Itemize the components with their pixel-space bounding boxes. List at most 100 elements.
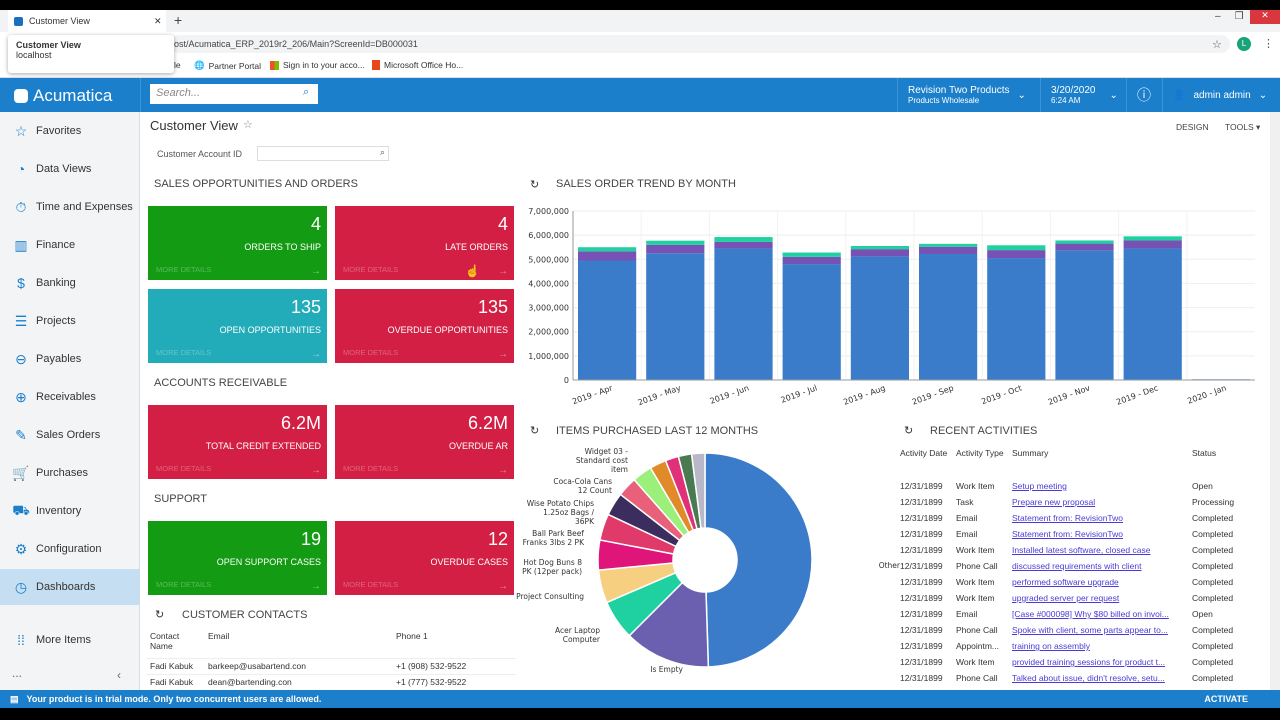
refresh-contacts-icon[interactable]: ↻ [155,609,165,621]
sidebar-item-projects[interactable]: ☰ Projects [0,303,140,339]
bookmark-office[interactable]: Microsoft Office Ho... [372,60,463,70]
customer-account-label: Customer Account ID [157,149,243,159]
activity-summary-link[interactable]: Talked about issue, didn't resolve, setu… [1012,673,1165,683]
activate-button[interactable]: ACTIVATE [1204,694,1248,704]
more-details-link[interactable]: MORE DETAILS [156,580,212,589]
table-row[interactable]: 12/31/1899 Email Statement from: RevisionT… [900,513,1234,523]
activity-summary-link[interactable]: [Case #000098] Why $80 billed on invoi..… [1012,609,1169,619]
more-details-link[interactable]: MORE DETAILS [343,464,399,473]
user-menu[interactable]: 👤 admin admin ⌄ [1162,78,1280,112]
kpi-tile-open-opportunities[interactable]: 135 OPEN OPPORTUNITIES MORE DETAILS → [148,289,327,363]
design-button[interactable]: DESIGN [1176,122,1209,132]
restore-icon[interactable]: ❐ [1234,11,1244,22]
more-details-link[interactable]: MORE DETAILS [343,580,399,589]
table-row[interactable]: 12/31/1899 Work Item performed software up… [900,577,1234,587]
table-row[interactable]: 12/31/1899 Work Item Setup meeting Open [900,481,1213,491]
activity-summary-link[interactable]: performed software upgrade [1012,577,1119,587]
table-row[interactable]: Fadi Kabuk dean@bartending.con +1 (777) 53… [146,674,516,690]
activity-summary-link[interactable]: Setup meeting [1012,481,1067,491]
arrow-right-icon: → [498,465,508,476]
company-selector[interactable]: Revision Two Products Products Wholesale ⌄ [897,78,1037,112]
collapse-sidebar-button[interactable]: ‹ [117,668,121,682]
browser-menu-icon[interactable]: ⋮ [1263,38,1274,50]
url-field[interactable]: ost/Acumatica_ERP_2019r2_206/Main?Screen… [170,35,1230,53]
sidebar-item-banking[interactable]: $ Banking [0,265,140,301]
help-icon[interactable]: ⓘ [1126,78,1162,112]
kpi-tile-overdue-ar[interactable]: 6.2M OVERDUE AR MORE DETAILS → [335,405,514,479]
activity-summary-link[interactable]: training on assembly [1012,641,1090,651]
configuration-icon: ⚙ [14,540,28,557]
arrow-right-icon: → [311,465,321,476]
more-details-link[interactable]: MORE DETAILS [156,464,212,473]
refresh-trend-icon[interactable]: ↻ [530,179,540,191]
activity-summary-link[interactable]: Statement from: RevisionTwo [1012,529,1124,539]
activity-summary-link[interactable]: upgraded server per request [1012,593,1120,603]
more-details-link[interactable]: MORE DETAILS [156,348,212,357]
sidebar-item-sales-orders[interactable]: ✎ Sales Orders [0,417,140,453]
bookmark-sign-in[interactable]: Sign in to your acco... [270,60,365,70]
lookup-icon[interactable]: ⌕ [379,147,385,157]
kpi-tile-overdue-cases[interactable]: 12 OVERDUE CASES MORE DETAILS → [335,521,514,595]
sidebar-more-items[interactable]: ⁞⁞ More Items [0,622,140,658]
sidebar-item-receivables[interactable]: ⊕ Receivables [0,379,140,415]
refresh-items-icon[interactable]: ↻ [530,425,540,437]
search-icon[interactable]: ⌕ [303,86,310,98]
table-row[interactable]: 12/31/1899 Email Statement from: RevisionT… [900,529,1234,539]
kpi-tile-open-support-cases[interactable]: 19 OPEN SUPPORT CASES MORE DETAILS → [148,521,327,595]
bookmark-partner-portal[interactable]: 🌐 Partner Portal [194,60,262,71]
table-row[interactable]: 12/31/1899 Phone Call discussed requiremen… [900,561,1234,571]
more-details-link[interactable]: MORE DETAILS [343,348,399,357]
sidebar-item-finance[interactable]: ▥ Finance [0,227,140,263]
table-row[interactable]: 12/31/1899 Phone Call Spoke with client, s… [900,625,1234,635]
favorite-star-icon[interactable]: ☆ [243,119,253,131]
globe-icon: 🌐 [194,60,205,70]
activity-summary-link[interactable]: Spoke with client, some parts appear to.… [1012,625,1168,635]
activity-summary-link[interactable]: provided training sessions for product t… [1012,657,1166,667]
table-row[interactable]: 12/31/1899 Work Item provided training ses… [900,657,1234,667]
table-row[interactable]: 12/31/1899 Task Prepare new proposal Proces… [900,497,1235,507]
browser-tab[interactable]: Customer View ✕ [8,10,166,32]
profile-avatar[interactable]: L [1237,37,1251,51]
sidebar-item-inventory[interactable]: ⛟ Inventory [0,493,140,529]
activity-summary-link[interactable]: discussed requirements with client [1012,561,1142,571]
table-row[interactable]: 12/31/1899 Phone Call Talked about issue, … [900,673,1234,683]
sidebar-item-payables[interactable]: ⊖ Payables [0,341,140,377]
close-window-button[interactable]: ✕ [1250,10,1280,24]
kpi-tile-overdue-opportunities[interactable]: 135 OVERDUE OPPORTUNITIES MORE DETAILS → [335,289,514,363]
sidebar-item-data-views[interactable]: ◔ Data Views [0,151,140,187]
table-row[interactable]: 12/31/1899 Appointm... training on assembl… [900,641,1234,651]
kpi-tile-total-credit-extended[interactable]: 6.2M TOTAL CREDIT EXTENDED MORE DETAILS → [148,405,327,479]
tools-menu-button[interactable]: TOOLS ▾ [1225,122,1261,132]
refresh-activities-icon[interactable]: ↻ [904,425,914,437]
sidebar-item-favorites[interactable]: ☆ Favorites [0,113,140,149]
sidebar-item-configuration[interactable]: ⚙ Configuration [0,531,140,567]
activity-summary-link[interactable]: Installed latest software, closed case [1012,545,1151,555]
search-input[interactable]: Search... [150,84,318,104]
acumatica-logo[interactable]: Acumatica [14,86,112,106]
kpi-tile-late-orders[interactable]: 4 LATE ORDERS MORE DETAILS → [335,206,514,280]
bookmark-star-icon[interactable]: ☆ [1212,39,1222,51]
minimize-icon[interactable]: – [1215,11,1221,22]
activity-summary-link[interactable]: Statement from: RevisionTwo [1012,513,1124,523]
sidebar-item-time-and-expenses[interactable]: ⏱ Time and Expenses [0,189,140,225]
more-details-link[interactable]: MORE DETAILS [343,265,399,274]
close-tab-icon[interactable]: ✕ [154,15,162,26]
more-details-link[interactable]: MORE DETAILS [156,265,212,274]
activities-table: Activity Date Activity Type Summary Status 1… [896,446,1266,686]
sidebar-item-purchases[interactable]: 🛒 Purchases [12,464,88,481]
table-row[interactable]: 12/31/1899 Work Item upgraded server per r… [900,593,1234,603]
tab-hover-card: Customer View localhost [8,35,174,73]
new-tab-button[interactable]: + [174,12,183,28]
bookmark-google[interactable]: le [174,60,181,70]
business-date-selector[interactable]: 3/20/2020 6:24 AM ⌄ [1040,78,1126,112]
sidebar-ellipsis-button[interactable]: ... [12,666,23,680]
kpi-tile-orders-to-ship[interactable]: 4 ORDERS TO SHIP MORE DETAILS → [148,206,327,280]
sidebar-item-dashboards[interactable]: ◷ Dashboards [0,569,140,605]
table-row[interactable]: 12/31/1899 Work Item Installed latest soft… [900,545,1234,555]
bar-segment [578,247,637,252]
table-row[interactable]: 12/31/1899 Email [Case #000098] Why $80 bi… [900,609,1213,619]
customer-account-input[interactable]: ⌕ [257,146,389,161]
table-row[interactable]: Fadi Kabuk barkeep@usabartend.con +1 (908)… [146,658,516,674]
page-scrollbar[interactable] [1270,112,1280,690]
activity-summary-link[interactable]: Prepare new proposal [1012,497,1096,507]
